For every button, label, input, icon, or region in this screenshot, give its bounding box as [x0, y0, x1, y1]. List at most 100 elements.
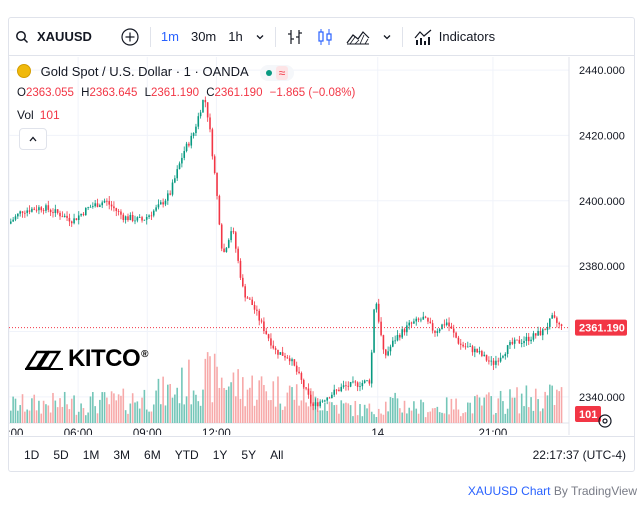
attribution[interactable]: XAUUSD Chart By TradingView [468, 484, 637, 498]
interval-1h[interactable]: 1h [228, 29, 243, 44]
volume-bar [265, 391, 268, 423]
candle-body [33, 208, 36, 210]
volume-bar [96, 413, 99, 423]
range-5y[interactable]: 5Y [241, 448, 257, 462]
price-axis[interactable]: 2340.0002360.0002380.0002400.0002420.000… [579, 65, 625, 404]
candle-body [131, 214, 134, 221]
candle-body [438, 329, 441, 332]
volume-bar [288, 385, 291, 423]
volume-bar [143, 389, 146, 423]
candle-body [171, 182, 174, 195]
volume-legend: Vol 101 [17, 108, 60, 122]
candle-body [347, 385, 350, 387]
symbol-search[interactable]: XAUUSD [9, 18, 98, 56]
candle-body [281, 352, 284, 356]
settings-icon-hub [602, 418, 608, 424]
x-tick-label: 14 [371, 428, 384, 435]
volume-bar [293, 399, 296, 423]
volume-bar [117, 394, 120, 423]
volume-bar [68, 409, 71, 423]
area-style-button[interactable] [340, 18, 376, 56]
candle-body [96, 203, 99, 207]
candle-body [70, 221, 73, 224]
volume-bar [246, 389, 249, 423]
range-ytd[interactable]: YTD [174, 448, 199, 462]
candle-body [31, 208, 33, 212]
kitco-logo: KITCO ® [25, 345, 149, 373]
candle-body [401, 329, 403, 338]
bar-style-button[interactable] [280, 18, 310, 56]
volume-bar [164, 405, 167, 423]
candle-body [267, 334, 270, 339]
compare-button[interactable] [114, 18, 146, 56]
volume-bar [225, 389, 228, 423]
candle-body [513, 339, 516, 344]
volume-bar [333, 405, 336, 423]
candle-body [115, 208, 118, 211]
candle-body [73, 218, 75, 224]
candle-body [474, 348, 476, 353]
volume-bar [520, 393, 523, 423]
volume-bar [152, 404, 155, 423]
attribution-chart-link[interactable]: XAUUSD Chart [467, 484, 551, 498]
candle-body [335, 389, 338, 391]
time-axis[interactable]: 03:00 06:00 09:00 12:00 14 21:00 [9, 428, 507, 435]
volume-bar [277, 376, 279, 423]
candle-body [106, 200, 108, 202]
candle-body [516, 339, 518, 341]
chart-type-dropdown[interactable] [376, 18, 398, 56]
volume-bar [342, 403, 345, 423]
candle-body [286, 357, 289, 359]
candle-body [302, 379, 305, 388]
candle-body [403, 329, 406, 333]
range-all[interactable]: All [270, 448, 284, 462]
last-price-value: 2361.190 [579, 323, 625, 335]
market-status-pill[interactable]: ≈ [259, 65, 295, 81]
volume-bar [260, 376, 263, 423]
volume-bar [256, 399, 258, 423]
volume-bar [347, 403, 350, 423]
bottom-toolbar: 1D 5D 1M 3M 6M YTD 1Y 5Y All 22:17:37 (U… [9, 436, 634, 473]
volume-bar [307, 406, 310, 423]
volume-bar [99, 399, 101, 423]
interval-1m[interactable]: 1m [160, 29, 179, 44]
candle-body [28, 210, 31, 212]
interval-30m[interactable]: 30m [190, 29, 217, 44]
candle-body [167, 193, 169, 201]
candle-body [258, 310, 261, 321]
x-tick-label: 12:00 [202, 428, 231, 435]
candle-body [464, 346, 467, 348]
low-key: L [144, 87, 152, 99]
volume-bar [375, 417, 378, 423]
settings-icon[interactable] [598, 414, 612, 428]
range-1y[interactable]: 1Y [212, 448, 228, 462]
volume-badge: 101 [575, 406, 601, 422]
x-tick-label: 09:00 [133, 428, 162, 435]
volume-badge-value: 101 [579, 409, 597, 421]
attribution-by[interactable]: By TradingView [553, 484, 637, 498]
range-1m[interactable]: 1M [82, 448, 100, 462]
range-3m[interactable]: 3M [113, 448, 131, 462]
candles-button[interactable] [310, 18, 340, 56]
volume-bar [328, 401, 331, 423]
clock-timezone[interactable]: 22:17:37 (UTC-4) [532, 448, 626, 462]
volume-bar [471, 413, 474, 423]
range-5d[interactable]: 5D [53, 448, 69, 462]
volume-bar [35, 410, 38, 423]
price-chart[interactable]: 2340.0002360.0002380.0002400.0002420.000… [9, 57, 634, 435]
range-6m[interactable]: 6M [144, 448, 161, 462]
last-price-badge: 2361.190 [575, 319, 627, 336]
volume-bar [349, 405, 352, 423]
range-1d[interactable]: 1D [24, 448, 40, 462]
candle-body [309, 394, 312, 404]
market-open-dot [265, 70, 272, 76]
volume-bar [169, 383, 171, 423]
interval-dropdown[interactable] [249, 18, 271, 56]
collapse-legend-button[interactable] [19, 128, 47, 150]
candle-body [239, 260, 242, 278]
volume-bar [389, 397, 392, 423]
candle-body [143, 219, 146, 221]
volume-bar [450, 398, 453, 423]
indicators-button[interactable]: Indicators [407, 18, 501, 56]
candle-body [427, 317, 429, 322]
